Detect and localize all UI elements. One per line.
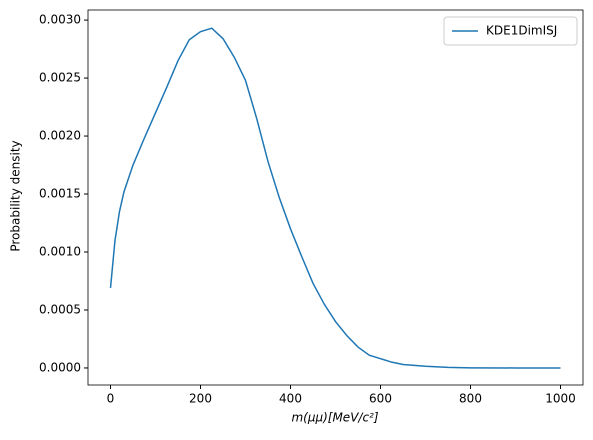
legend-label: KDE1DimISJ [486, 24, 557, 38]
y-tick-label: 0.0005 [39, 302, 81, 316]
legend-box [443, 16, 578, 46]
y-tick-label: 0.0025 [39, 71, 81, 85]
y-tick-label: 0.0000 [39, 360, 81, 374]
y-tick-label: 0.0010 [39, 244, 81, 258]
y-tick-label: 0.0020 [39, 129, 81, 143]
y-tick-label: 0.0015 [39, 187, 81, 201]
x-tick-label: 600 [369, 392, 392, 406]
x-tick-label: 1000 [545, 392, 576, 406]
x-tick-label: 0 [107, 392, 115, 406]
y-tick-label: 0.0030 [39, 13, 81, 27]
plot-frame [87, 9, 584, 386]
y-axis-label: Probability density [9, 140, 23, 251]
x-tick-label: 400 [279, 392, 302, 406]
x-axis-label: m(μμ)[MeV/c²] [291, 411, 378, 425]
x-tick-label: 800 [459, 392, 482, 406]
line [109, 27, 561, 369]
x-tick-label: 200 [189, 392, 212, 406]
